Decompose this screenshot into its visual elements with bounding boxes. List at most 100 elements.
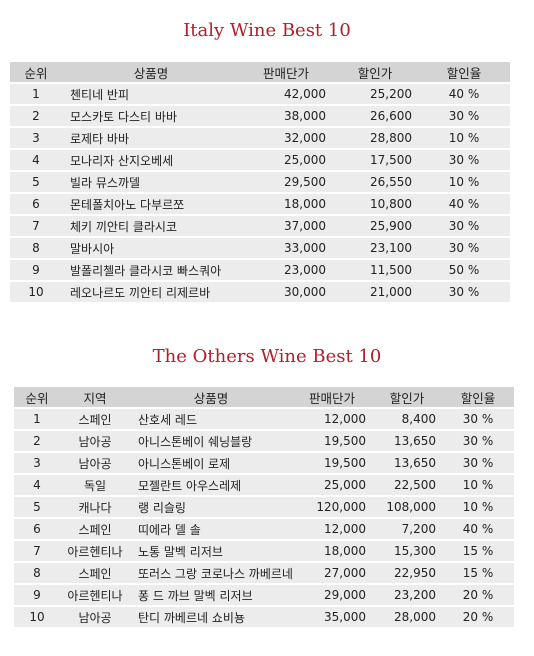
discount-cell: 30 % bbox=[418, 150, 510, 170]
price-cell: 37,000 bbox=[240, 216, 332, 236]
table-row: 6 몬테폴치아노 다부르쪼 18,000 10,800 40 % bbox=[10, 194, 510, 214]
header-price: 판매단가 bbox=[240, 62, 332, 82]
header-rank: 순위 bbox=[10, 62, 62, 82]
discount-cell: 10 % bbox=[418, 172, 510, 192]
product-name-cell: 산호세 레드 bbox=[130, 409, 292, 429]
header-product: 상품명 bbox=[62, 62, 240, 82]
price-cell: 120,000 bbox=[292, 497, 372, 517]
discount-cell: 30 % bbox=[418, 216, 510, 236]
discount-cell: 40 % bbox=[418, 84, 510, 104]
table-row: 2 모스카토 다스티 바바 38,000 26,600 30 % bbox=[10, 106, 510, 126]
region-cell: 남아공 bbox=[60, 431, 130, 451]
region-cell: 스페인 bbox=[60, 519, 130, 539]
discount-cell: 40 % bbox=[418, 194, 510, 214]
price-cell: 27,000 bbox=[292, 563, 372, 583]
rank-cell: 3 bbox=[10, 128, 62, 148]
table-row: 1 첸티네 반피 42,000 25,200 40 % bbox=[10, 84, 510, 104]
product-name-cell: 첸티네 반피 bbox=[62, 84, 240, 104]
region-cell: 아르헨티나 bbox=[60, 585, 130, 605]
discount-cell: 10 % bbox=[442, 497, 514, 517]
sale-price-cell: 25,900 bbox=[332, 216, 418, 236]
product-name-cell: 퐁 드 까브 말벡 리저브 bbox=[130, 585, 292, 605]
rank-cell: 9 bbox=[10, 260, 62, 280]
rank-cell: 8 bbox=[10, 238, 62, 258]
rank-cell: 4 bbox=[14, 475, 60, 495]
rank-cell: 6 bbox=[14, 519, 60, 539]
table-row: 9 발폴리첼라 클라시코 빠스쿼아 23,000 11,500 50 % bbox=[10, 260, 510, 280]
sale-price-cell: 22,950 bbox=[372, 563, 442, 583]
sale-price-cell: 17,500 bbox=[332, 150, 418, 170]
table-row: 10 남아공 탄디 까베르네 쇼비뇽 35,000 28,000 20 % bbox=[14, 607, 514, 627]
table-row: 9 아르헨티나 퐁 드 까브 말벡 리저브 29,000 23,200 20 % bbox=[14, 585, 514, 605]
product-name-cell: 모젤란트 아우스레제 bbox=[130, 475, 292, 495]
rank-cell: 5 bbox=[10, 172, 62, 192]
price-cell: 29,000 bbox=[292, 585, 372, 605]
table-row: 2 남아공 아니스톤베이 쉐닝블랑 19,500 13,650 30 % bbox=[14, 431, 514, 451]
table-header-row: 순위 상품명 판매단가 할인가 할인율 bbox=[10, 62, 510, 82]
product-name-cell: 로제타 바바 bbox=[62, 128, 240, 148]
discount-cell: 30 % bbox=[442, 409, 514, 429]
discount-cell: 30 % bbox=[418, 238, 510, 258]
price-cell: 35,000 bbox=[292, 607, 372, 627]
rank-cell: 1 bbox=[14, 409, 60, 429]
table-row: 6 스페인 띠에라 델 솔 12,000 7,200 40 % bbox=[14, 519, 514, 539]
header-discount: 할인율 bbox=[442, 387, 514, 407]
sale-price-cell: 25,200 bbox=[332, 84, 418, 104]
product-name-cell: 아니스톤베이 로제 bbox=[130, 453, 292, 473]
price-cell: 19,500 bbox=[292, 453, 372, 473]
region-cell: 남아공 bbox=[60, 453, 130, 473]
sale-price-cell: 13,650 bbox=[372, 431, 442, 451]
price-cell: 29,500 bbox=[240, 172, 332, 192]
sale-price-cell: 7,200 bbox=[372, 519, 442, 539]
table-row: 5 캐나다 랭 리슬링 120,000 108,000 10 % bbox=[14, 497, 514, 517]
price-cell: 38,000 bbox=[240, 106, 332, 126]
sale-price-cell: 28,000 bbox=[372, 607, 442, 627]
price-cell: 19,500 bbox=[292, 431, 372, 451]
product-name-cell: 발폴리첼라 클라시코 빠스쿼아 bbox=[62, 260, 240, 280]
product-name-cell: 레오나르도 끼안티 리제르바 bbox=[62, 282, 240, 302]
region-cell: 독일 bbox=[60, 475, 130, 495]
price-cell: 30,000 bbox=[240, 282, 332, 302]
discount-cell: 15 % bbox=[442, 541, 514, 561]
discount-cell: 50 % bbox=[418, 260, 510, 280]
rank-cell: 6 bbox=[10, 194, 62, 214]
rank-cell: 2 bbox=[10, 106, 62, 126]
sale-price-cell: 13,650 bbox=[372, 453, 442, 473]
region-cell: 캐나다 bbox=[60, 497, 130, 517]
product-name-cell: 노통 말벡 리저브 bbox=[130, 541, 292, 561]
table-row: 3 로제타 바바 32,000 28,800 10 % bbox=[10, 128, 510, 148]
rank-cell: 8 bbox=[14, 563, 60, 583]
rank-cell: 10 bbox=[10, 282, 62, 302]
discount-cell: 15 % bbox=[442, 563, 514, 583]
sale-price-cell: 23,200 bbox=[372, 585, 442, 605]
price-cell: 42,000 bbox=[240, 84, 332, 104]
discount-cell: 30 % bbox=[442, 431, 514, 451]
price-cell: 12,000 bbox=[292, 409, 372, 429]
rank-cell: 3 bbox=[14, 453, 60, 473]
product-name-cell: 또러스 그랑 코로나스 까베르네 쇼비뇽 bbox=[130, 563, 292, 583]
sale-price-cell: 28,800 bbox=[332, 128, 418, 148]
discount-cell: 10 % bbox=[418, 128, 510, 148]
table-row: 8 말바시아 33,000 23,100 30 % bbox=[10, 238, 510, 258]
price-cell: 33,000 bbox=[240, 238, 332, 258]
price-cell: 18,000 bbox=[292, 541, 372, 561]
rank-cell: 5 bbox=[14, 497, 60, 517]
sale-price-cell: 108,000 bbox=[372, 497, 442, 517]
region-cell: 스페인 bbox=[60, 563, 130, 583]
sale-price-cell: 26,600 bbox=[332, 106, 418, 126]
rank-cell: 1 bbox=[10, 84, 62, 104]
product-name-cell: 몬테폴치아노 다부르쪼 bbox=[62, 194, 240, 214]
discount-cell: 10 % bbox=[442, 475, 514, 495]
table-header-row: 순위 지역 상품명 판매단가 할인가 할인율 bbox=[14, 387, 514, 407]
table-row: 1 스페인 산호세 레드 12,000 8,400 30 % bbox=[14, 409, 514, 429]
header-sale-price: 할인가 bbox=[332, 62, 418, 82]
others-wine-title: The Others Wine Best 10 bbox=[152, 346, 382, 367]
header-rank: 순위 bbox=[14, 387, 60, 407]
header-region: 지역 bbox=[60, 387, 130, 407]
rank-cell: 2 bbox=[14, 431, 60, 451]
discount-cell: 20 % bbox=[442, 585, 514, 605]
table-row: 7 체키 끼안티 클라시코 37,000 25,900 30 % bbox=[10, 216, 510, 236]
italy-wine-title: Italy Wine Best 10 bbox=[183, 20, 351, 41]
product-name-cell: 빌라 뮤스까델 bbox=[62, 172, 240, 192]
